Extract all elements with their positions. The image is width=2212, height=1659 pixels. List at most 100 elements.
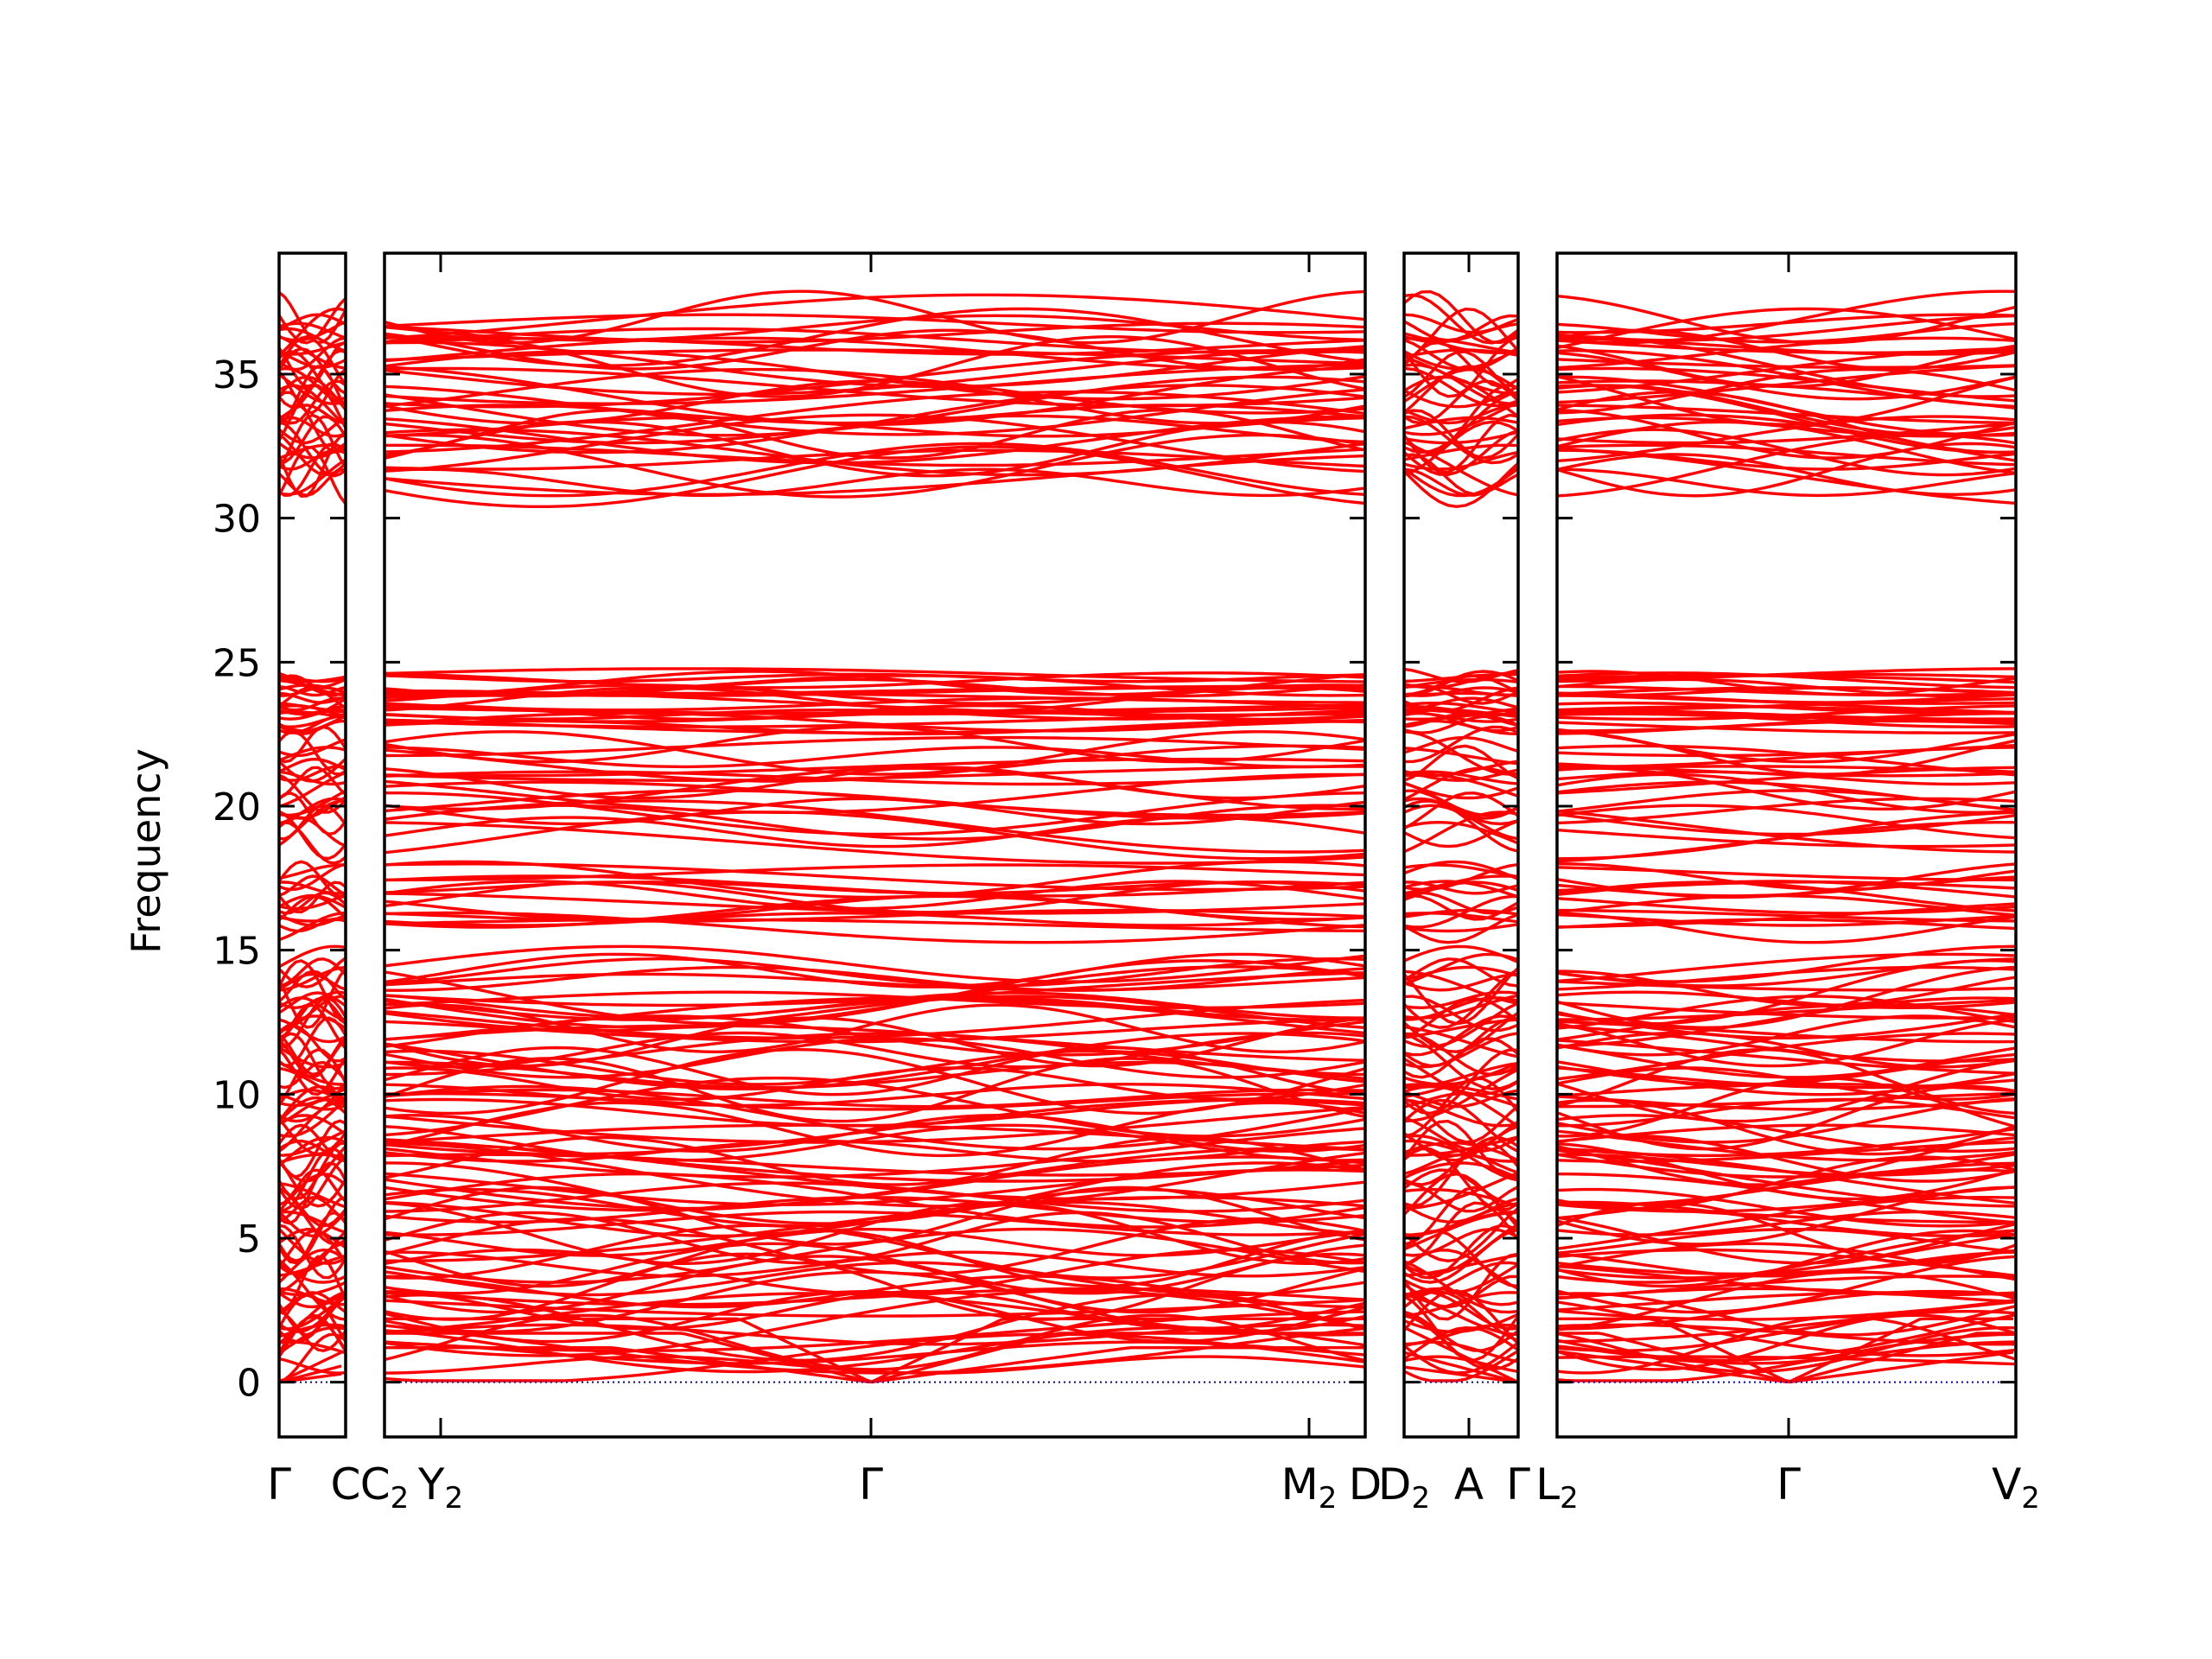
band-line	[1557, 1058, 2016, 1123]
panel-2-bands	[385, 289, 1365, 1384]
band-line	[279, 1228, 346, 1266]
band-line	[1404, 409, 1518, 460]
band-line	[1404, 1135, 1518, 1157]
band-line	[279, 684, 346, 697]
band-line	[1404, 355, 1518, 396]
band-line	[1557, 1249, 2016, 1275]
y-tick-label: 35	[213, 353, 261, 397]
band-line	[1557, 336, 2016, 370]
band-line	[1557, 704, 2016, 721]
panel-4-frame	[1555, 251, 2018, 1439]
band-line	[385, 289, 1365, 345]
band-line	[1557, 693, 2016, 705]
band-line	[1557, 996, 2016, 1048]
band-line	[385, 791, 1365, 836]
band-line	[385, 1123, 1365, 1162]
band-line	[385, 1252, 1365, 1321]
band-line	[385, 862, 1365, 892]
band-line	[279, 1281, 346, 1297]
band-line	[1557, 289, 2016, 345]
band-line	[385, 1224, 1365, 1280]
band-line	[1557, 686, 2016, 697]
band-line	[1404, 1341, 1518, 1375]
band-line	[279, 1046, 346, 1069]
band-line	[385, 821, 1365, 865]
band-line	[1557, 965, 2016, 1030]
band-line	[385, 670, 1365, 696]
band-line	[279, 334, 346, 370]
band-line	[279, 773, 346, 814]
q-point-label: L2	[1535, 1459, 1579, 1516]
band-line	[1404, 944, 1518, 964]
panel-4	[1555, 251, 2018, 1439]
band-line	[1557, 721, 2016, 734]
band-line	[1557, 1310, 2016, 1353]
band-line	[1557, 952, 2016, 983]
band-line	[1404, 289, 1518, 345]
band-line	[279, 416, 346, 445]
band-line	[1557, 1313, 2016, 1362]
band-line	[385, 442, 1365, 498]
band-line	[1404, 1011, 1518, 1053]
band-line	[385, 957, 1365, 988]
band-line	[1557, 804, 2016, 840]
band-line	[279, 1018, 346, 1044]
q-point-label: Γ	[1506, 1459, 1530, 1510]
band-line	[279, 705, 346, 716]
band-line	[1557, 998, 2016, 1021]
band-line	[279, 1357, 346, 1375]
band-line	[385, 336, 1365, 372]
band-line	[385, 874, 1365, 898]
band-line	[1404, 332, 1518, 354]
band-line	[1404, 1260, 1518, 1314]
band-line	[1557, 339, 2016, 354]
x-axis-labels: Γ C C2 Y2 Γ M2 DD2 A Γ L2 Γ V2	[267, 1459, 2040, 1516]
band-line	[1404, 725, 1518, 764]
band-line	[279, 944, 346, 969]
band-line	[385, 744, 1365, 783]
band-line	[1557, 1242, 2016, 1281]
band-line	[385, 725, 1365, 764]
band-line	[1404, 314, 1518, 342]
band-line	[279, 1291, 346, 1333]
band-line	[1557, 442, 2016, 498]
band-line	[385, 350, 1365, 401]
band-line	[1404, 1018, 1518, 1039]
band-line	[279, 1033, 346, 1077]
band-line	[1404, 1313, 1518, 1333]
band-line	[1404, 819, 1518, 849]
band-line	[385, 1083, 1365, 1108]
band-line	[279, 1262, 346, 1284]
band-line	[385, 1261, 1365, 1297]
band-line	[385, 1228, 1365, 1257]
band-line	[1557, 772, 2016, 814]
band-line	[1557, 744, 2016, 777]
band-line	[1404, 415, 1518, 465]
q-point-label: C	[331, 1459, 361, 1510]
band-line	[1404, 686, 1518, 713]
band-line	[1404, 1083, 1518, 1101]
band-line	[385, 1173, 1365, 1229]
band-line	[1557, 912, 2016, 944]
band-line	[1557, 812, 2016, 836]
band-line	[279, 715, 346, 733]
band-line	[385, 1105, 1365, 1144]
band-line	[279, 1158, 346, 1208]
band-line	[1557, 1095, 2016, 1111]
acoustic-branch	[279, 1351, 342, 1384]
band-line	[385, 944, 1365, 983]
band-line	[385, 467, 1365, 498]
band-line	[1404, 912, 1518, 944]
band-line	[385, 428, 1365, 477]
band-line	[279, 725, 346, 764]
band-line	[1404, 1261, 1518, 1297]
band-line	[279, 738, 346, 758]
band-line	[385, 995, 1365, 1033]
band-line	[1404, 701, 1518, 714]
band-line	[385, 1049, 1365, 1086]
q-point-label: Γ	[859, 1459, 883, 1510]
acoustic-branch	[385, 1317, 1364, 1384]
band-line	[1557, 416, 2016, 438]
band-line	[1557, 1001, 2016, 1020]
